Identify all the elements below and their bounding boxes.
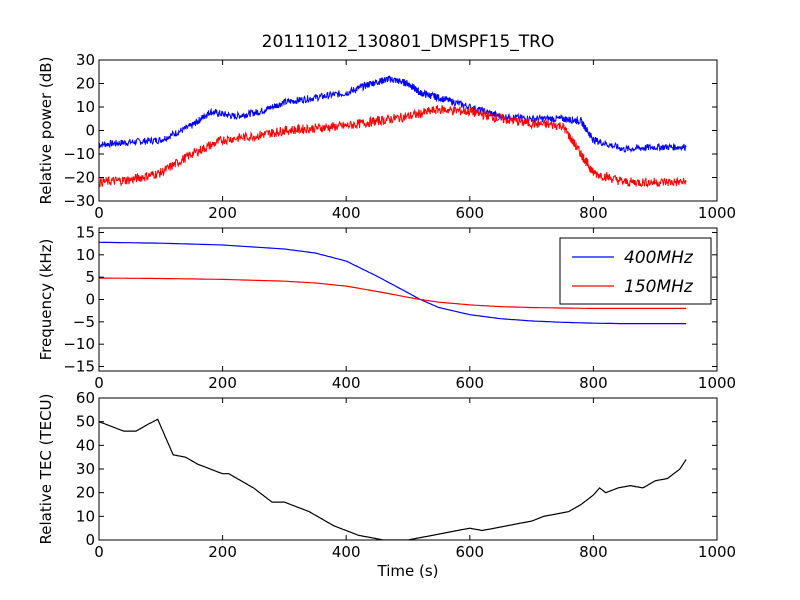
y-tick-label: −20 [63,169,95,187]
x-tick-label: 400 [332,204,361,222]
y-tick-label: 30 [76,460,95,478]
series-line-0-0 [99,75,687,153]
x-tick-label: 0 [94,374,104,392]
y-axis-label: Relative TEC (TECU) [37,394,55,545]
legend-label: 400MHz [624,248,694,268]
x-tick-label: 200 [208,204,237,222]
y-axis-label: Relative power (dB) [37,57,55,205]
series-line-1-1 [99,277,687,309]
legend-label: 150MHz [624,277,694,297]
y-tick-label: 5 [85,268,95,286]
y-tick-label: 15 [76,223,95,241]
x-tick-label: 800 [579,543,608,561]
legend [559,237,712,305]
tec-panel: 0 200 400 600 800 1000 0 10 20 30 40 50 60 Relative T… [37,389,736,580]
y-tick-label: 40 [76,436,95,454]
x-tick-label: 600 [455,543,484,561]
y-tick-label: 50 [76,413,95,431]
y-tick-label: 10 [76,507,95,525]
x-tick-label: 400 [332,374,361,392]
y-tick-label: 20 [76,484,95,502]
y-tick-label: −10 [63,145,95,163]
y-tick-label: 0 [85,122,95,140]
x-tick-label: 800 [579,204,608,222]
y-tick-label: 0 [85,291,95,309]
x-tick-label: 1000 [698,543,736,561]
y-tick-label: 60 [76,389,95,407]
x-tick-label: 200 [208,543,237,561]
x-tick-label: 200 [208,374,237,392]
y-tick-label: −5 [73,313,95,331]
x-axis-label: Time (s) [377,562,439,580]
x-tick-label: 600 [455,204,484,222]
x-tick-label: 1000 [698,374,736,392]
y-axis-label: Frequency (kHz) [37,239,55,361]
x-tick-label: 800 [579,374,608,392]
x-tick-label: 1000 [698,204,736,222]
figure-title: 20111012_130801_DMSPF15_TRO [262,32,555,52]
series-line-0-1 [99,104,687,188]
y-tick-label: 10 [76,246,95,264]
y-tick-label: 0 [85,531,95,549]
y-tick-label: −10 [63,335,95,353]
series-line-2-0 [99,418,687,540]
power-panel: 0 200 400 600 800 1000 −30 −20 −10 0 10 20 30 Relativ… [37,51,736,222]
x-tick-label: 400 [332,543,361,561]
x-tick-label: 0 [94,204,104,222]
series-line-1-0 [99,241,687,325]
y-tick-label: −30 [63,192,95,210]
y-tick-label: 10 [76,98,95,116]
y-tick-label: −15 [63,358,95,376]
x-tick-label: 600 [455,374,484,392]
y-tick-label: 30 [76,51,95,69]
x-tick-label: 0 [94,543,104,561]
frequency-panel: 0 200 400 600 800 1000 −15 −10 −5 0 5 10 15 Frequency… [37,223,736,392]
y-tick-label: 20 [76,75,95,93]
